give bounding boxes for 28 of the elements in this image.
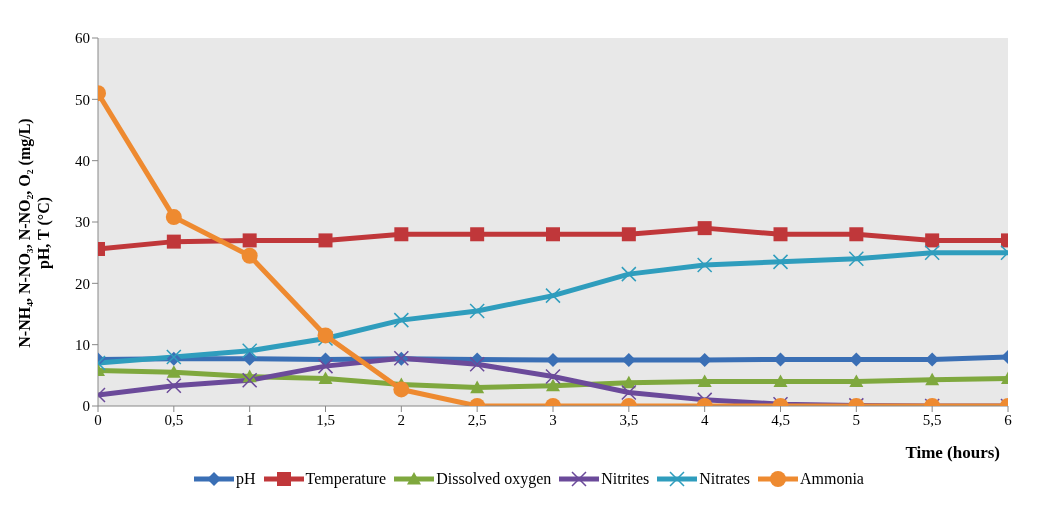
legend-label: Nitrates [699, 470, 750, 488]
y-axis-title: N-NH₄, N-NO₃, N-NO₂, O₂ (mg/L) pH, T (°C) [16, 118, 53, 348]
x-axis-title: Time (hours) [905, 443, 1000, 462]
x-tick-label: 6 [1004, 411, 1013, 428]
legend-label: Nitrites [601, 470, 650, 488]
y-tick-label: 50 [75, 91, 90, 108]
legend-label: Ammonia [799, 470, 864, 488]
y-tick-label: 20 [75, 275, 90, 292]
y-tick-label: 40 [75, 152, 90, 169]
x-tick-label: 1 [245, 411, 254, 428]
y-tick-label: 10 [75, 336, 90, 353]
y-tick-label: 30 [75, 214, 90, 231]
y-tick-label: 0 [82, 398, 90, 415]
x-tick-label: 2,5 [467, 411, 487, 428]
x-tick-label: 3 [549, 411, 557, 428]
y-tick-label: 60 [75, 30, 90, 47]
x-tick-label: 4,5 [771, 411, 790, 428]
x-tick-label: 1,5 [316, 411, 335, 428]
legend-label: Temperature [305, 470, 387, 488]
x-tick-label: 3,5 [619, 411, 639, 428]
x-tick-label: 2 [397, 411, 406, 428]
x-tick-label: 5,5 [922, 411, 942, 428]
x-tick-label: 4 [700, 411, 709, 428]
legend-label: pH [236, 470, 256, 488]
x-tick-label: 0,5 [164, 411, 184, 428]
x-tick-label: 0 [94, 411, 102, 428]
legend-label: Dissolved oxygen [436, 470, 552, 488]
x-tick-label: 5 [852, 411, 861, 428]
